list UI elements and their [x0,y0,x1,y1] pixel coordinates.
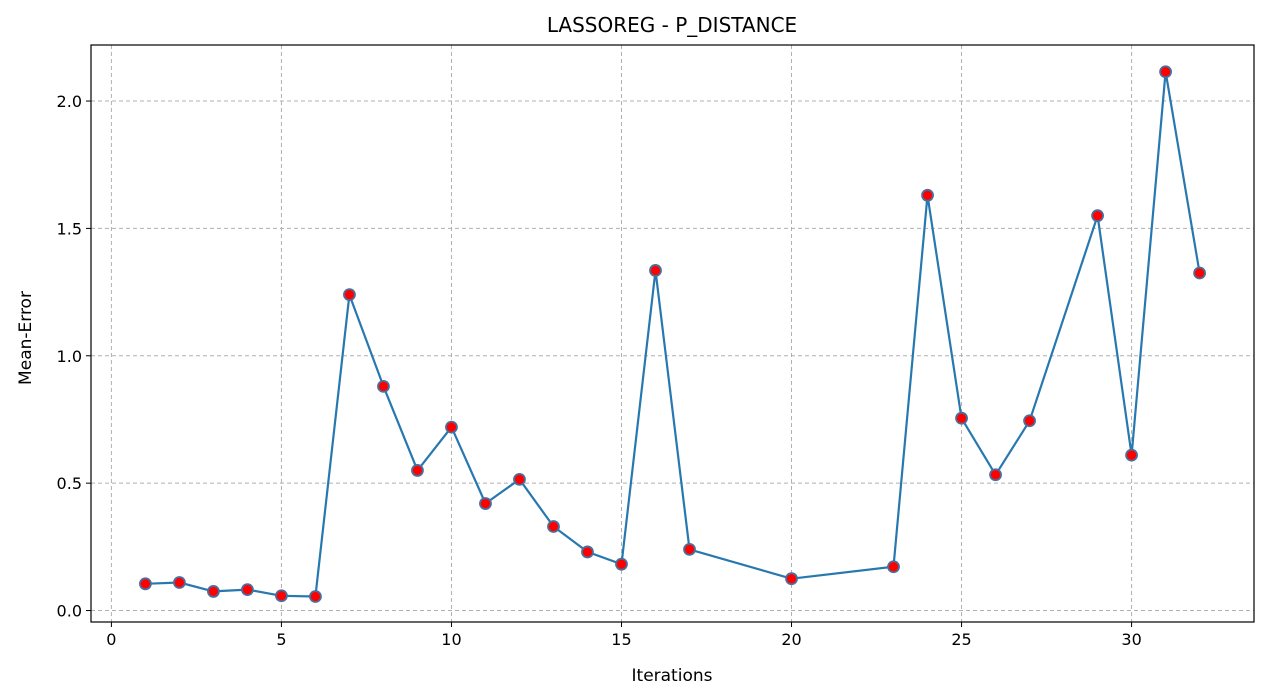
x-tick-label: 0 [106,630,116,649]
data-point [547,520,560,533]
y-tick-label: 1.5 [57,219,82,238]
data-point [1023,414,1036,428]
y-tick-label: 1.0 [57,347,82,366]
plot-frame [90,44,1255,623]
data-point [411,464,424,477]
data-point [479,497,492,510]
data-point [1091,209,1104,223]
data-point [683,542,696,556]
series-line [145,70,1201,598]
data-point [921,188,934,202]
grid [91,45,1254,622]
x-tick-label: 5 [276,630,286,649]
data-point [989,468,1002,482]
data-point [955,411,968,425]
x-tick-label: 20 [781,630,801,649]
y-tick-label: 2.0 [57,92,82,111]
data-point [173,576,186,589]
data-point [309,590,322,603]
chart-title: LASSOREG - P_DISTANCE [547,13,797,37]
x-tick-label: 15 [611,630,631,649]
data-point [139,577,152,591]
data-point [615,557,628,571]
data-point [649,264,662,277]
data-point [513,472,526,486]
x-tick-label: 25 [951,630,971,649]
data-point [275,589,288,603]
data-point [581,545,594,559]
data-point [207,585,220,598]
data-point [1193,266,1206,280]
series-mean-error [139,65,1206,603]
x-tick-label: 30 [1121,630,1141,649]
x-axis-label: Iterations [632,666,713,686]
y-axis-label: Mean-Error [16,291,36,385]
data-point [377,379,390,393]
y-tick-label: 0.5 [57,474,82,493]
data-point [1125,448,1138,462]
y-tick-label: 0.0 [57,602,82,621]
data-point [445,420,458,434]
x-tick-label: 10 [441,630,461,649]
axis-ticks: 0 5 10 15 20 25 30 0.0 0.5 1.0 1.5 2.0 [57,92,1142,649]
data-point [1159,65,1172,79]
data-point [241,583,254,597]
data-point [343,288,356,302]
data-point [887,560,900,574]
data-point [785,572,798,586]
